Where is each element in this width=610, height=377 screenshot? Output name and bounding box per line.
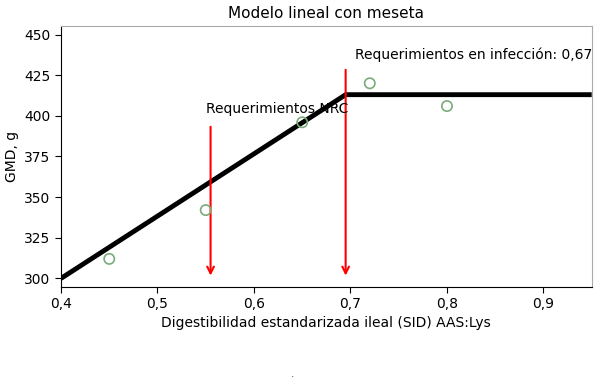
- Title: Modelo lineal con meseta: Modelo lineal con meseta: [228, 6, 425, 21]
- Point: [297, 119, 307, 125]
- Y-axis label: GMD, g: GMD, g: [5, 131, 19, 182]
- Text: Requerimientos en infección: 0,67: Requerimientos en infección: 0,67: [355, 48, 592, 62]
- Point: [442, 103, 452, 109]
- Point: [104, 256, 114, 262]
- Point: [201, 207, 210, 213]
- Text: Requerimientos NRC: Requerimientos NRC: [206, 102, 348, 116]
- X-axis label: Digestibilidad estandarizada ileal (SID) AAS:Lys: Digestibilidad estandarizada ileal (SID)…: [162, 317, 491, 331]
- Point: [365, 80, 375, 86]
- Legend: Predicción, Medidas: Predicción, Medidas: [185, 371, 467, 377]
